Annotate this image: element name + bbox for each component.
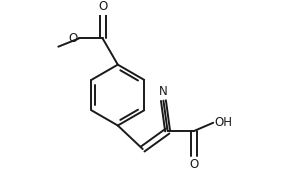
Text: O: O (98, 1, 107, 14)
Text: O: O (69, 32, 78, 45)
Text: N: N (159, 85, 168, 98)
Text: O: O (189, 158, 198, 171)
Text: OH: OH (215, 116, 233, 129)
